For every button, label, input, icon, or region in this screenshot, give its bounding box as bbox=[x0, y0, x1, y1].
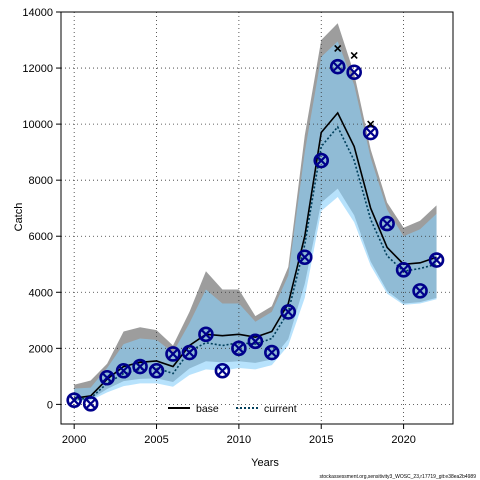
observed-catch-point bbox=[181, 344, 198, 361]
y-tick-label: 10000 bbox=[22, 119, 53, 131]
observed-catch-point bbox=[99, 369, 115, 386]
legend-label-current: current bbox=[264, 403, 297, 415]
observed-catch-point bbox=[82, 396, 99, 412]
observed-catch-point bbox=[148, 362, 165, 379]
observed-catch-point bbox=[412, 283, 428, 299]
y-tick-label: 2000 bbox=[29, 343, 53, 355]
observation-points bbox=[66, 44, 445, 412]
observed-catch-point bbox=[296, 249, 313, 266]
y-tick-label: 6000 bbox=[29, 231, 53, 243]
observed-catch-point bbox=[165, 346, 181, 362]
observed-catch-point bbox=[379, 215, 395, 232]
observed-catch-point bbox=[132, 358, 148, 375]
y-tick-label: 4000 bbox=[29, 287, 53, 299]
observed-catch-point bbox=[231, 340, 247, 357]
x-tick-label: 2000 bbox=[62, 434, 86, 446]
x-tick-label: 2005 bbox=[144, 434, 168, 446]
x-tick-label: 2010 bbox=[227, 434, 251, 446]
y-tick-label: 8000 bbox=[29, 175, 53, 187]
x-axis-title: Years bbox=[251, 457, 279, 469]
y-axis-title: Catch bbox=[13, 203, 25, 232]
plot-frame bbox=[60, 11, 454, 425]
observed-catch-point bbox=[247, 333, 264, 350]
legend: base current bbox=[168, 403, 297, 415]
observed-catch-point bbox=[198, 326, 214, 343]
observed-catch-point bbox=[362, 124, 379, 141]
observed-catch-point bbox=[66, 392, 82, 408]
x-axis: 2000 2005 2010 2015 2020 bbox=[62, 424, 416, 446]
observed-catch-point bbox=[214, 362, 231, 379]
x-tick-label: 2020 bbox=[391, 434, 415, 446]
y-axis: 0 2000 4000 6000 8000 10000 12000 14000 bbox=[22, 7, 61, 411]
y-tick-label: 14000 bbox=[22, 7, 53, 19]
observed-catch-point bbox=[115, 362, 132, 379]
x-tick-label: 2015 bbox=[309, 434, 333, 446]
observed-catch-point bbox=[313, 152, 330, 169]
grid-lines bbox=[61, 11, 453, 424]
y-tick-label: 12000 bbox=[22, 63, 53, 75]
base-observed-point bbox=[350, 51, 358, 60]
observed-catch-point bbox=[329, 58, 346, 75]
observed-catch-point bbox=[428, 252, 445, 268]
legend-label-base: base bbox=[196, 403, 219, 415]
observed-catch-point bbox=[346, 64, 362, 81]
observed-catch-point bbox=[280, 304, 297, 320]
observed-catch-point bbox=[264, 344, 280, 361]
y-tick-label: 0 bbox=[47, 399, 53, 411]
observed-catch-point bbox=[395, 262, 412, 278]
base-observed-point bbox=[367, 120, 375, 128]
source-footnote: stockassessment.org,sensitivity3_WOSC_23… bbox=[320, 474, 477, 480]
base-observed-point bbox=[334, 44, 342, 53]
